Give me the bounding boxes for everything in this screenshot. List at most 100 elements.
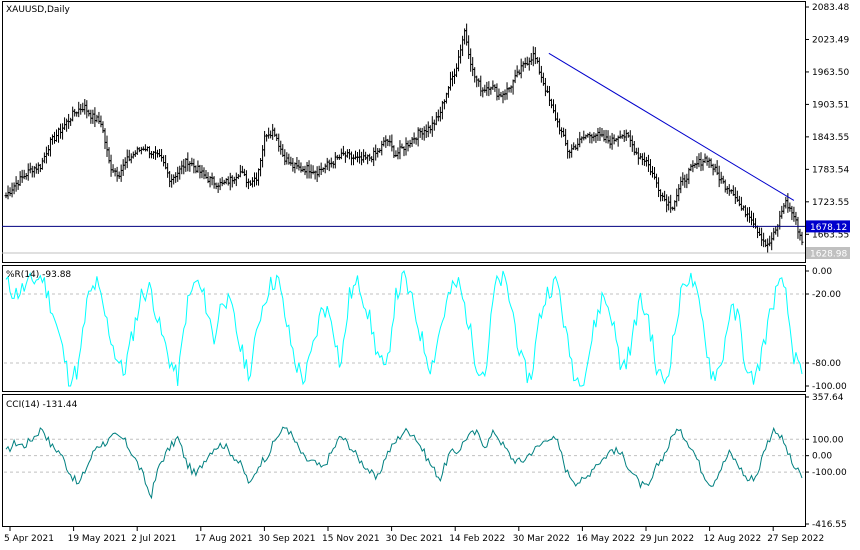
ohlc-bar [8, 187, 12, 197]
ohlc-bar [527, 57, 531, 71]
ohlc-bar [570, 144, 574, 158]
ohlc-bar [414, 137, 418, 145]
ohlc-bar [162, 155, 166, 167]
ohlc-bar [457, 49, 461, 72]
ohlc-bar [119, 164, 123, 182]
ohlc-bar [339, 148, 343, 160]
ohlc-bar [83, 99, 87, 115]
ohlc-bar [168, 170, 172, 188]
ohlc-bar [345, 149, 349, 158]
ohlc-bar [321, 167, 325, 173]
x-tick-label: 15 Nov 2021 [322, 534, 380, 544]
ohlc-bar [271, 123, 275, 140]
ohlc-bar [214, 182, 218, 190]
ohlc-bar [95, 114, 99, 123]
ohlc-bar [687, 167, 691, 185]
ohlc-bar [511, 79, 515, 95]
ohlc-bar [174, 172, 178, 183]
ohlc-bar [743, 205, 747, 218]
ohlc-bar [531, 46, 535, 67]
ohlc-bar [166, 163, 170, 178]
ohlc-bar [594, 133, 598, 143]
ohlc-bar [275, 133, 279, 142]
ohlc-bar [26, 163, 30, 181]
ohlc-bar [483, 84, 487, 93]
ohlc-bar [172, 174, 176, 185]
ohlc-bar [487, 81, 491, 97]
ohlc-bar [519, 58, 523, 79]
ohlc-bar [721, 175, 725, 184]
ohlc-bar [501, 90, 505, 104]
ohlc-bar [485, 81, 489, 96]
ohlc-bar [572, 142, 576, 150]
ohlc-bar [695, 156, 699, 169]
ohlc-bar [125, 149, 129, 169]
ohlc-bar [307, 160, 311, 179]
cci-indicator [4, 426, 804, 500]
ohlc-bar [612, 134, 616, 145]
ohlc-bar [626, 131, 630, 138]
ohlc-bar [364, 151, 368, 160]
ohlc-bar [493, 84, 497, 92]
ohlc-bar [762, 232, 766, 248]
ohlc-bar [12, 182, 16, 195]
ohlc-bar [756, 225, 760, 239]
ohlc-bar [244, 170, 248, 188]
ohlc-bar [141, 146, 145, 151]
x-tick-label: 16 May 2022 [576, 534, 635, 544]
cci-tick-label: 357.64 [812, 393, 844, 403]
ohlc-bar [50, 134, 54, 145]
ohlc-bar [634, 147, 638, 155]
ohlc-bar [36, 162, 40, 174]
ohlc-bar [517, 69, 521, 76]
ohlc-bar [450, 71, 454, 87]
ohlc-bar [772, 227, 776, 241]
ohlc-bar [34, 163, 38, 174]
ohlc-bar [42, 152, 46, 164]
ohlc-bar [469, 48, 473, 72]
ohlc-bar [768, 235, 772, 247]
price-extras [2, 52, 805, 254]
ohlc-bar [309, 164, 313, 179]
ohlc-bar [192, 158, 196, 174]
x-tick-label: 2 Jul 2021 [131, 534, 176, 544]
current-price-label-bg [806, 247, 850, 259]
x-tick-label: 30 Mar 2022 [513, 534, 570, 544]
ohlc-bar [46, 145, 50, 157]
ohlc-bar [459, 44, 463, 64]
ohlc-bar [436, 109, 440, 122]
ohlc-bar [299, 162, 303, 173]
ohlc-bar [580, 136, 584, 144]
ohlc-bar [709, 158, 713, 168]
ohlc-bar [719, 171, 723, 184]
ohlc-bar [588, 131, 592, 144]
ohlc-bar [467, 35, 471, 59]
ohlc-bar [505, 82, 509, 100]
x-tick-label: 30 Sep 2021 [258, 534, 315, 544]
ohlc-bar [277, 133, 281, 152]
cci-line [5, 426, 803, 500]
ohlc-bar [212, 176, 216, 189]
ohlc-bar [279, 140, 283, 155]
ohlc-bar [741, 205, 745, 211]
ohlc-bar [665, 194, 669, 213]
ohlc-bar [782, 203, 786, 214]
ohlc-bar [766, 238, 770, 253]
ohlc-bar [40, 157, 44, 170]
ohlc-bar [176, 166, 180, 182]
ohlc-bar [434, 111, 438, 126]
ohlc-bar [685, 173, 689, 189]
ohlc-bar [188, 161, 192, 172]
ohlc-bar [65, 118, 69, 132]
wpr-line [5, 269, 803, 387]
x-axis: 5 Apr 2021 19 May 2021 2 Jul 2021 17 Aug 20… [4, 527, 824, 544]
ohlc-bar [301, 166, 305, 173]
x-tick-label: 30 Dec 2021 [386, 534, 444, 544]
ohlc-bar [283, 149, 287, 166]
ohlc-bar [354, 150, 358, 160]
ohlc-bar [351, 154, 355, 166]
ohlc-bar [81, 102, 85, 113]
ohlc-bar [440, 100, 444, 120]
ohlc-bar [394, 150, 398, 158]
ohlc-bar [315, 166, 319, 183]
